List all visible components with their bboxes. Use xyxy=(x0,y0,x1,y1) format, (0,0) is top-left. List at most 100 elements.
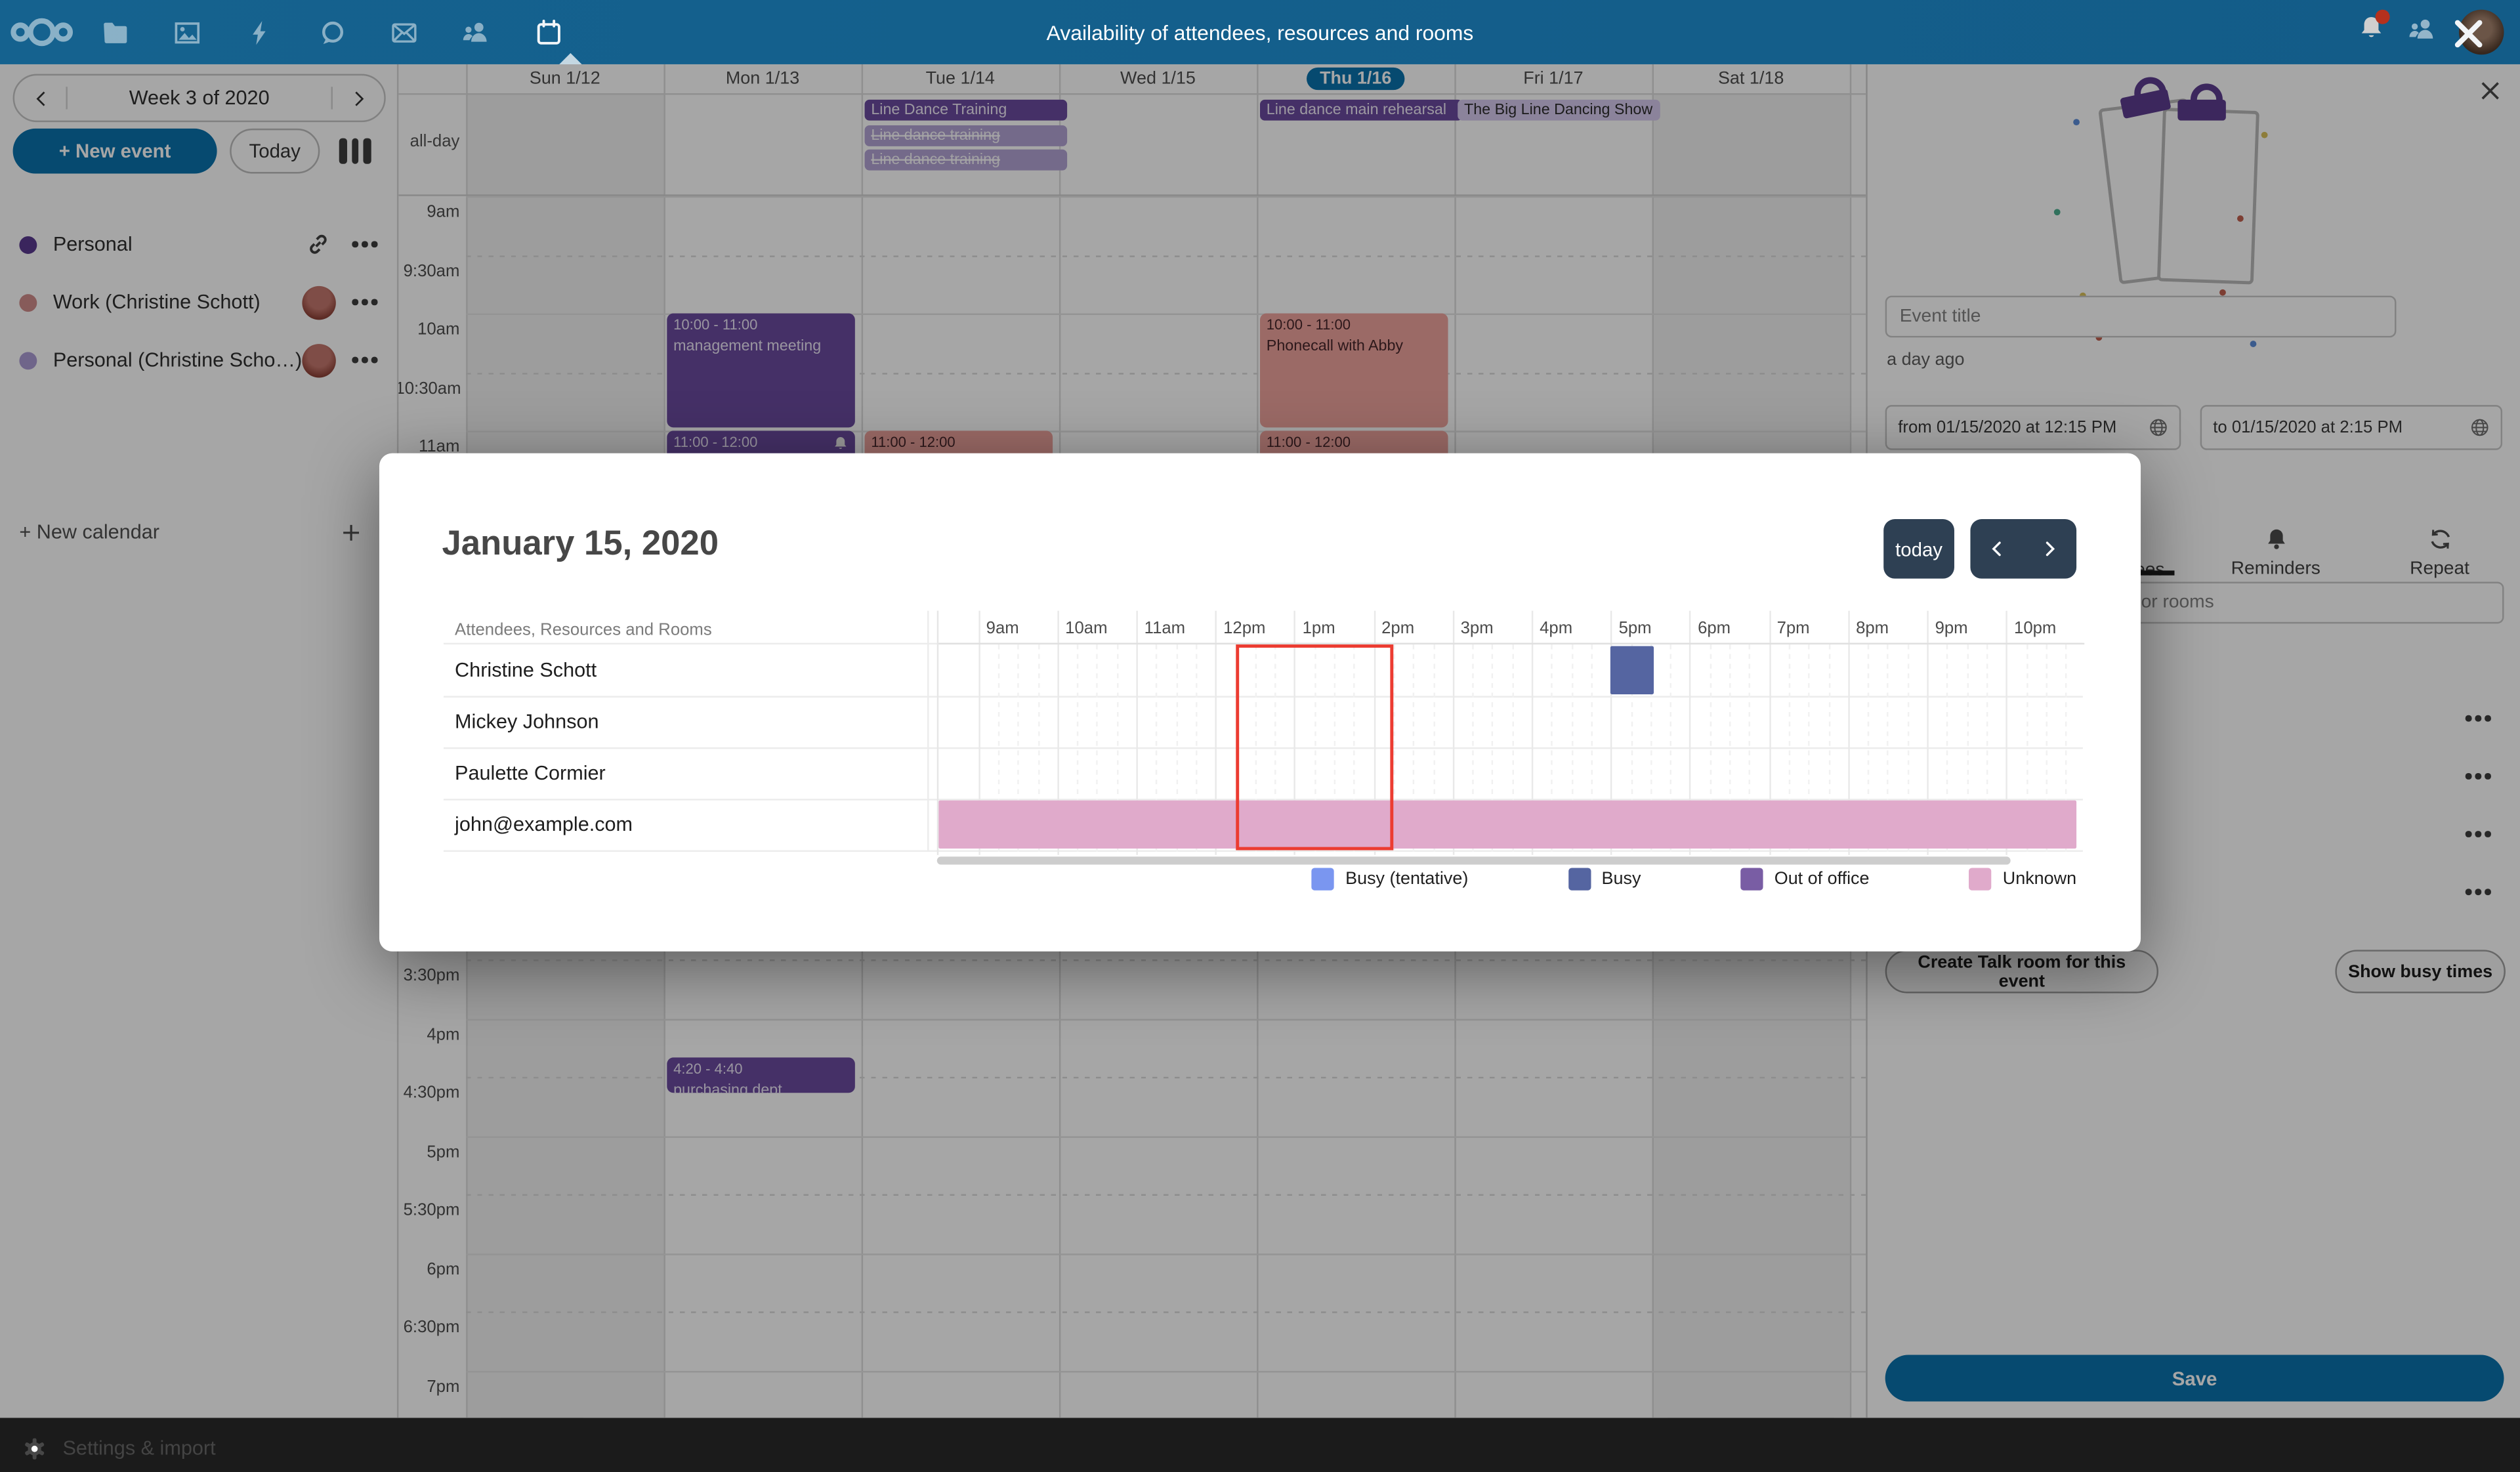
timeline-hour-line xyxy=(1452,610,1454,855)
slot-gridline xyxy=(466,1135,1866,1138)
show-busy-times-button[interactable]: Show busy times xyxy=(2335,950,2506,994)
grid-separator xyxy=(443,850,2083,852)
timeline-scrollbar[interactable] xyxy=(936,856,2011,865)
settings-import-button[interactable]: Settings & import xyxy=(0,1424,397,1472)
timeline-quarter-line xyxy=(1808,644,1811,855)
grid-separator xyxy=(443,799,2083,801)
timeline-quarter-line xyxy=(1650,644,1652,855)
contacts-app-icon[interactable] xyxy=(444,0,508,64)
allday-event[interactable]: Line dance main rehearsal xyxy=(1260,99,1463,121)
tab-repeat[interactable]: Repeat xyxy=(2359,527,2520,579)
day-header: Fri 1/17 xyxy=(1454,64,1652,93)
calendar-actions-menu[interactable] xyxy=(346,293,384,311)
calendar-event[interactable]: 4:20 - 4:40 purchasing dept xyxy=(667,1057,855,1094)
week-navigation: Week 3 of 2020 xyxy=(12,74,386,123)
time-gutter-label: 3:30pm xyxy=(403,966,460,986)
attendee-actions-menu[interactable] xyxy=(2459,709,2497,727)
notifications-bell-icon[interactable] xyxy=(2358,9,2390,50)
event-title-input[interactable] xyxy=(1885,295,2397,338)
event-time: 11:00 - 12:00 xyxy=(673,434,758,451)
mail-app-icon[interactable] xyxy=(371,0,436,64)
tab-reminders[interactable]: Reminders xyxy=(2195,527,2356,579)
activity-app-icon[interactable] xyxy=(226,0,291,64)
gear-icon xyxy=(25,1437,45,1459)
allday-event[interactable]: The Big Line Dancing Show xyxy=(1458,99,1660,121)
attendee-actions-menu[interactable] xyxy=(2459,824,2497,843)
calendar-list-item[interactable]: Personal xyxy=(0,215,397,273)
from-datetime-value: from 01/15/2020 at 12:15 PM xyxy=(1898,417,2117,438)
timeline-quarter-line xyxy=(1492,644,1494,855)
new-calendar-button[interactable]: + New calendar xyxy=(0,511,397,553)
calendar-app-icon[interactable] xyxy=(516,0,580,64)
attendee-list-item xyxy=(1885,862,2504,919)
slot-gridline xyxy=(466,1253,1866,1255)
attendee-actions-menu[interactable] xyxy=(2459,767,2497,785)
share-link-icon[interactable] xyxy=(307,233,329,255)
calendar-event[interactable]: 10:00 - 11:00 management meeting xyxy=(667,313,855,428)
allday-event[interactable]: Line dance training xyxy=(864,149,1068,171)
calendar-actions-menu[interactable] xyxy=(346,235,384,253)
calendar-event[interactable]: 10:00 - 11:00 Phonecall with Abby xyxy=(1260,313,1448,428)
legend-item: Busy (tentative) xyxy=(1311,868,1468,891)
modal-prev-day-button[interactable] xyxy=(1988,538,2006,559)
save-button[interactable]: Save xyxy=(1885,1355,2504,1402)
nextcloud-logo[interactable] xyxy=(10,0,74,64)
time-gutter-label: 4pm xyxy=(427,1024,460,1045)
timeline-hour-line xyxy=(1215,610,1217,855)
contacts-menu-icon[interactable] xyxy=(2408,14,2437,51)
timeline-hour-line xyxy=(1610,610,1612,855)
calendar-actions-menu[interactable] xyxy=(346,350,384,369)
week-label[interactable]: Week 3 of 2020 xyxy=(66,87,333,110)
event-time: 11:00 - 12:00 xyxy=(871,434,956,451)
notification-badge xyxy=(2375,9,2390,24)
modal-close-icon[interactable] xyxy=(2446,11,2491,64)
timeline-quarter-line xyxy=(1749,644,1751,855)
day-header-label: Wed 1/15 xyxy=(1120,69,1196,89)
today-button[interactable]: Today xyxy=(230,128,320,174)
timeline-quarter-line xyxy=(1353,644,1356,855)
prev-week-button[interactable] xyxy=(14,75,66,121)
sidebar-close-icon[interactable] xyxy=(2480,80,2501,109)
calendar-list-item[interactable]: Work (Christine Schott) xyxy=(0,273,397,331)
create-talk-room-button[interactable]: Create Talk room for this event xyxy=(1885,950,2158,994)
day-header-label: Mon 1/13 xyxy=(725,69,800,89)
selected-timespan[interactable] xyxy=(1235,644,1393,851)
plus-icon xyxy=(343,524,360,540)
day-header-label: Sun 1/12 xyxy=(529,69,600,89)
settings-import-label: Settings & import xyxy=(62,1437,216,1460)
allday-event[interactable]: Line dance training xyxy=(864,124,1068,146)
attendee-row-name: Christine Schott xyxy=(455,659,597,682)
calendar-list-item[interactable]: Personal (Christine Scho…) xyxy=(0,331,397,389)
day-header: Tue 1/14 xyxy=(862,64,1059,93)
day-header: Sat 1/18 xyxy=(1652,64,1850,93)
to-datetime-field[interactable]: to 01/15/2020 at 2:15 PM xyxy=(2200,405,2503,450)
timeline-hour-label: 1pm xyxy=(1302,618,1335,639)
time-gutter-label: 5pm xyxy=(427,1142,460,1162)
modal-today-button[interactable]: today xyxy=(1883,519,1954,579)
tab-repeat-label: Repeat xyxy=(2410,559,2469,579)
view-toggle-icon[interactable] xyxy=(339,138,371,164)
timeline-quarter-line xyxy=(2025,644,2028,855)
day-header: Thu 1/16 xyxy=(1257,64,1454,93)
timeline-hour-label: 12pm xyxy=(1223,618,1266,639)
legend-label: Out of office xyxy=(1774,869,1870,889)
timeline-hour-line xyxy=(1927,610,1929,855)
new-event-button[interactable]: + New event xyxy=(12,128,217,174)
allday-event[interactable]: Line Dance Training xyxy=(864,99,1068,121)
slot-gridline xyxy=(466,196,1866,198)
files-app-icon[interactable] xyxy=(82,0,146,64)
time-gutter-label: 5:30pm xyxy=(403,1201,460,1221)
modal-next-day-button[interactable] xyxy=(2041,538,2059,559)
time-gutter-label: 7pm xyxy=(427,1377,460,1397)
attendee-actions-menu[interactable] xyxy=(2459,882,2497,900)
next-week-button[interactable] xyxy=(333,75,384,121)
new-calendar-label: + New calendar xyxy=(19,520,159,543)
timeline-quarter-line xyxy=(1571,644,1573,855)
attendees-grid-header: Attendees, Resources and Rooms xyxy=(455,620,712,640)
availability-timeline[interactable]: 9am 10am 11am 12pm 1pm 2pm 3pm 4pm 5pm 6pm 7pm 8pm 9… xyxy=(936,610,2085,855)
photos-app-icon[interactable] xyxy=(154,0,219,64)
talk-app-icon[interactable] xyxy=(299,0,364,64)
from-datetime-field[interactable]: from 01/15/2020 at 12:15 PM xyxy=(1885,405,2181,450)
grid-separator xyxy=(443,696,2083,698)
event-time: 10:00 - 11:00 xyxy=(673,316,758,333)
